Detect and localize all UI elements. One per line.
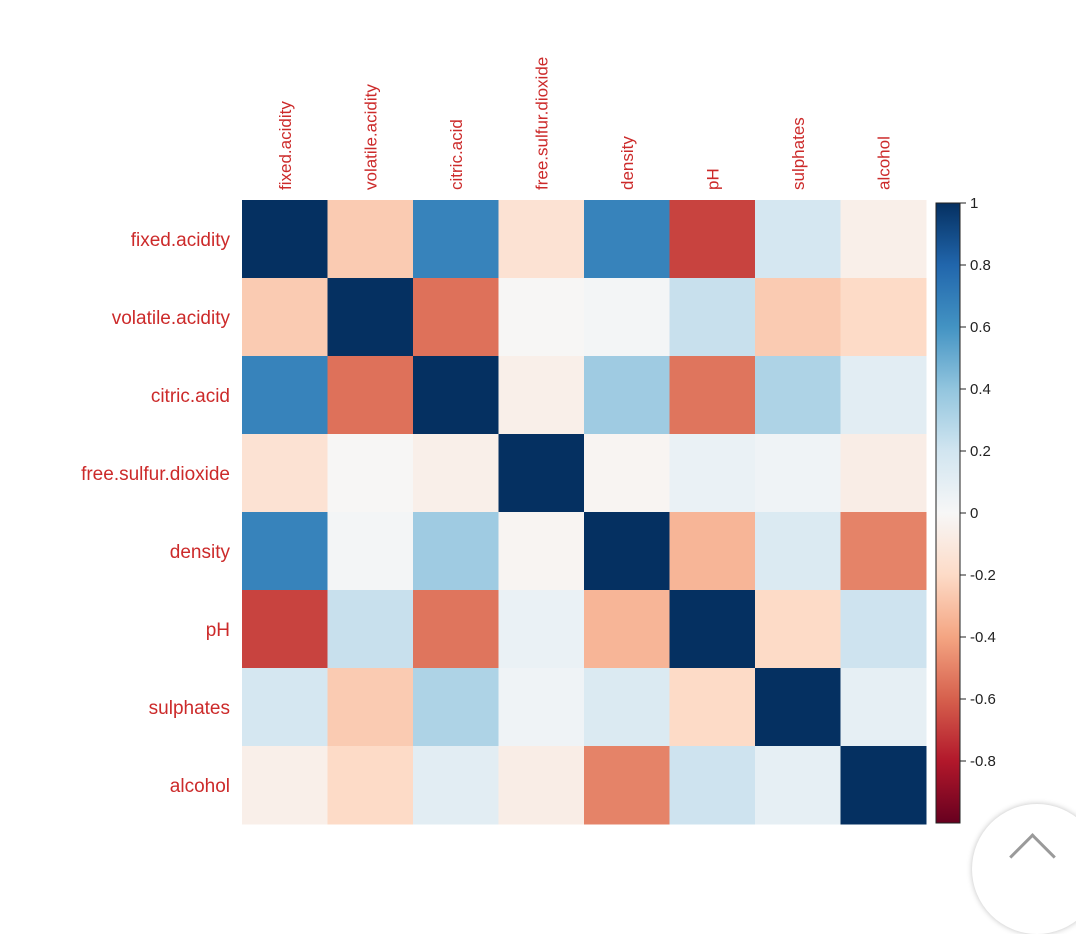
row-labels: fixed.acidity volatile.acidity citric.acid…: [81, 230, 230, 797]
heatmap-cell: [242, 746, 328, 825]
row-label: density: [170, 542, 231, 563]
colorbar-tick-label: -0.4: [970, 629, 996, 646]
colorbar-tick-label: 0.8: [970, 257, 991, 274]
heatmap-cell: [327, 278, 414, 357]
heatmap-cell: [840, 590, 927, 669]
colorbar-tick-label: 1: [970, 195, 978, 212]
heatmap-cell: [498, 278, 585, 357]
heatmap-cell: [669, 746, 756, 825]
colorbar-tick-label: 0: [970, 505, 978, 522]
colorbar-tick-label: -0.2: [970, 567, 996, 584]
heatmap-cell: [840, 434, 927, 513]
colorbar-tick-label: -0.8: [970, 753, 996, 770]
heatmap-cell: [669, 512, 756, 591]
colorbar-ticks: 1 0.8 0.6 0.4 0.2 0 -0.2 -0.4 -0.6 -0.8: [960, 195, 996, 770]
heatmap-cell: [242, 434, 328, 513]
heatmap-cell: [584, 200, 670, 279]
heatmap-cell: [242, 590, 328, 669]
colorbar: [935, 202, 961, 824]
row-label: pH: [206, 620, 230, 641]
heatmap-cell: [584, 746, 670, 825]
heatmap-cell: [840, 200, 927, 279]
heatmap-cell: [498, 512, 585, 591]
heatmap-cell: [327, 668, 414, 747]
colorbar-tick-label: -0.6: [970, 691, 996, 708]
heatmap-cell: [755, 200, 841, 279]
heatmap-cell: [498, 746, 585, 825]
heatmap-cell: [584, 668, 670, 747]
colorbar-tick-label: 0.6: [970, 319, 991, 336]
correlation-heatmap: fixed.acidity volatile.acidity citric.acid…: [81, 57, 996, 825]
heatmap-cell: [327, 434, 414, 513]
row-label: volatile.acidity: [112, 308, 231, 329]
heatmap-cell: [242, 668, 328, 747]
heatmap-cell: [669, 200, 756, 279]
heatmap-cell: [840, 278, 927, 357]
heatmap-cell: [498, 356, 585, 435]
heatmap-cell: [669, 434, 756, 513]
heatmap-cell: [669, 668, 756, 747]
heatmap-cell: [413, 668, 499, 747]
heatmap-cell: [669, 278, 756, 357]
chevron-up-icon: [1009, 833, 1056, 880]
heatmap-cell: [413, 746, 499, 825]
heatmap-cell: [498, 590, 585, 669]
row-label: citric.acid: [151, 386, 230, 407]
heatmap-cell: [755, 668, 841, 747]
heatmap-cell: [413, 590, 499, 669]
row-label: free.sulfur.dioxide: [81, 464, 230, 485]
column-label: density: [618, 136, 637, 190]
column-label: sulphates: [789, 117, 808, 190]
heatmap-cell: [327, 590, 414, 669]
heatmap-cell: [242, 200, 328, 279]
heatmap-cell: [840, 356, 927, 435]
column-label: citric.acid: [447, 119, 466, 190]
colorbar-tick-label: 0.2: [970, 443, 991, 460]
heatmap-cell: [840, 512, 927, 591]
colorbar-gradient: [935, 202, 961, 824]
heatmap-cell: [840, 746, 927, 825]
heatmap-cell: [413, 200, 499, 279]
heatmap-cell: [327, 356, 414, 435]
column-label: free.sulfur.dioxide: [532, 57, 551, 190]
column-label: alcohol: [874, 136, 893, 190]
heatmap-cells: [242, 200, 927, 825]
heatmap-cell: [584, 590, 670, 669]
heatmap-cell: [584, 512, 670, 591]
heatmap-cell: [498, 200, 585, 279]
heatmap-cell: [755, 278, 841, 357]
heatmap-cell: [755, 356, 841, 435]
heatmap-cell: [755, 434, 841, 513]
heatmap-cell: [755, 512, 841, 591]
column-label: pH: [703, 168, 722, 190]
heatmap-cell: [755, 590, 841, 669]
heatmap-cell: [327, 200, 414, 279]
heatmap-cell: [584, 356, 670, 435]
heatmap-cell: [669, 356, 756, 435]
heatmap-cell: [413, 278, 499, 357]
heatmap-cell: [242, 356, 328, 435]
column-label: fixed.acidity: [276, 101, 295, 190]
column-labels: fixed.acidity volatile.acidity citric.acid…: [276, 57, 894, 190]
heatmap-cell: [840, 668, 927, 747]
heatmap-cell: [413, 434, 499, 513]
heatmap-cell: [242, 512, 328, 591]
heatmap-cell: [327, 746, 414, 825]
column-label: volatile.acidity: [361, 84, 380, 190]
colorbar-tick-label: 0.4: [970, 381, 991, 398]
heatmap-cell: [413, 512, 499, 591]
heatmap-cell: [413, 356, 499, 435]
heatmap-cell: [755, 746, 841, 825]
heatmap-cell: [242, 278, 328, 357]
row-label: sulphates: [149, 698, 230, 719]
heatmap-cell: [669, 590, 756, 669]
row-label: fixed.acidity: [131, 230, 231, 251]
heatmap-cell: [584, 278, 670, 357]
row-label: alcohol: [170, 776, 230, 797]
heatmap-cell: [498, 434, 585, 513]
heatmap-cell: [584, 434, 670, 513]
heatmap-cell: [327, 512, 414, 591]
heatmap-cell: [498, 668, 585, 747]
